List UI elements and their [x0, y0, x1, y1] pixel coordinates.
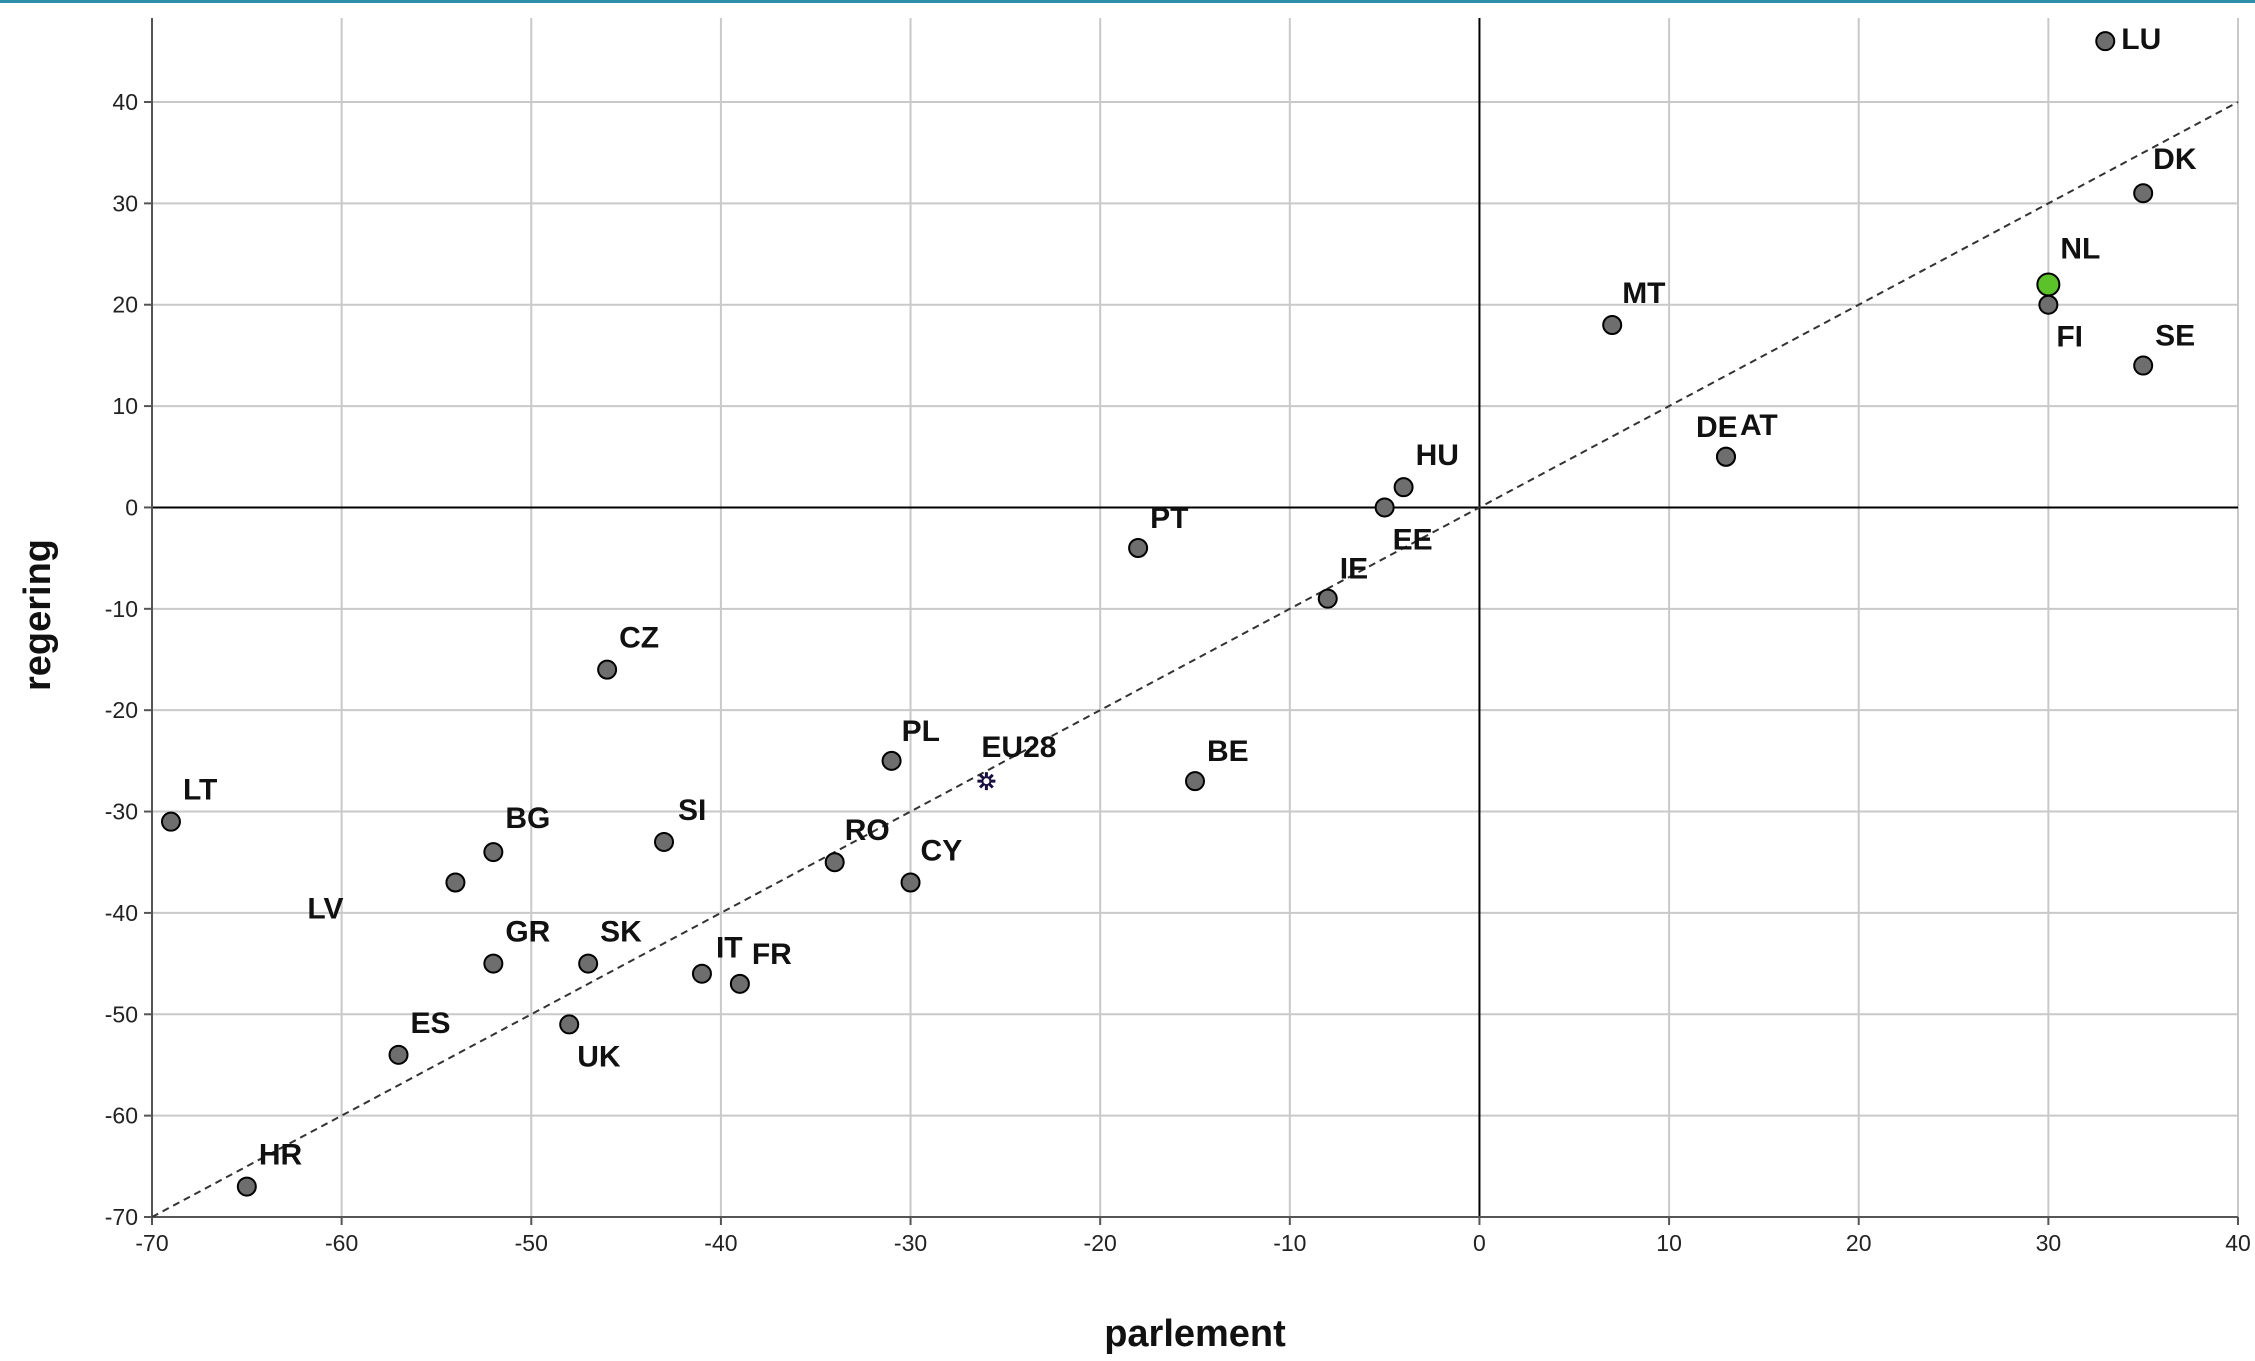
data-point-dk	[2133, 183, 2154, 204]
y-tick-label: 10	[112, 393, 138, 419]
point-label-fi: FI	[2056, 321, 2083, 354]
y-tick-label: -60	[105, 1103, 138, 1129]
y-tick-label: 20	[112, 292, 138, 318]
data-point-si	[654, 831, 675, 852]
data-point-mt	[1602, 315, 1623, 335]
data-point-se	[2133, 355, 2154, 376]
point-label-pl: PL	[902, 715, 940, 748]
x-tick-label: 30	[2036, 1230, 2062, 1256]
point-marker-eu28	[977, 772, 996, 791]
data-point-cz	[597, 659, 618, 680]
point-label-cy: CY	[921, 835, 963, 868]
point-label-fr: FR	[752, 938, 792, 971]
x-tick-label: 0	[1473, 1230, 1486, 1256]
y-tick-label: -10	[105, 596, 138, 622]
x-tick-label: -70	[135, 1230, 168, 1256]
point-label-mt: MT	[1622, 277, 1665, 310]
y-tick-label: -40	[105, 900, 138, 926]
point-label-be: BE	[1207, 735, 1249, 768]
data-point-be	[1185, 771, 1205, 792]
y-tick-label: 30	[112, 190, 138, 216]
data-point-fi	[2038, 294, 2059, 315]
point-label-ee: EE	[1393, 523, 1433, 556]
reference-line	[151, 101, 2239, 1218]
data-points	[160, 31, 2154, 1197]
data-point-bg	[483, 842, 504, 863]
point-label-lu: LU	[2121, 23, 2161, 56]
data-point-ro	[824, 852, 845, 873]
y-tick-label: -50	[105, 1001, 138, 1027]
zero-axes	[152, 18, 2238, 1217]
data-point-lt	[160, 811, 181, 832]
x-tick-label: -10	[1273, 1230, 1306, 1256]
y-tick-label: 0	[125, 494, 138, 520]
x-axis-title: parlement	[1104, 1313, 1286, 1355]
point-label-lv: LV	[307, 893, 343, 926]
x-tick-label: -30	[894, 1230, 927, 1256]
point-label-si: SI	[678, 794, 706, 827]
data-point-lv	[445, 872, 466, 893]
data-point-ee	[1374, 497, 1395, 518]
data-point-lu	[2095, 31, 2116, 52]
point-label-ie: IE	[1340, 553, 1368, 586]
y-tick-label: 40	[112, 89, 138, 115]
data-point-it	[691, 963, 712, 984]
y-tick-label: -30	[105, 799, 138, 825]
point-label-cz: CZ	[619, 622, 659, 655]
x-tick-label: -40	[704, 1230, 737, 1256]
data-point-uk	[559, 1014, 580, 1035]
point-label-es: ES	[411, 1007, 451, 1040]
data-point-pt	[1128, 538, 1149, 558]
data-point-es	[388, 1044, 409, 1065]
data-point-at	[1715, 446, 1736, 467]
plot-frame	[151, 18, 2238, 1218]
point-label-de: DE	[1696, 411, 1738, 444]
data-point-nl	[2036, 272, 2061, 297]
y-tick-label: -20	[105, 697, 138, 723]
x-tick-label: -50	[515, 1230, 548, 1256]
data-point-cy	[900, 872, 921, 893]
x-tick-label: 10	[1656, 1230, 1682, 1256]
point-label-nl: NL	[2060, 232, 2100, 265]
x-tick-label: -20	[1084, 1230, 1117, 1256]
y-axis-title: regering	[17, 539, 59, 691]
point-label-hu: HU	[1416, 439, 1459, 472]
data-point-ie	[1317, 588, 1338, 609]
point-label-gr: GR	[505, 916, 550, 949]
point-label-hr: HR	[259, 1139, 303, 1172]
grid-lines	[151, 18, 2239, 1218]
point-labels: LU DK NL FI SE MT DE AT HU EE IE PT BE EU28 PL CY RO CZ SI…	[183, 23, 2197, 1171]
point-label-it: IT	[716, 932, 743, 965]
x-tick-label: 40	[2225, 1230, 2251, 1256]
data-point-fr	[729, 973, 750, 994]
point-label-eu28: EU28	[981, 731, 1056, 764]
point-label-bg: BG	[505, 802, 550, 835]
point-label-ro: RO	[845, 814, 890, 847]
data-point-hu	[1393, 477, 1414, 498]
y-tick-label: -70	[105, 1204, 138, 1230]
point-label-pt: PT	[1150, 502, 1188, 535]
data-point-hr	[236, 1176, 257, 1197]
point-label-sk: SK	[600, 916, 642, 949]
point-label-se: SE	[2155, 320, 2195, 353]
data-point-pl	[881, 750, 902, 771]
data-point-sk	[578, 953, 599, 974]
reference-line-y-equals-x	[151, 101, 2239, 1218]
x-tick-label: -60	[325, 1230, 358, 1256]
point-label-dk: DK	[2153, 143, 2197, 176]
tick-labels: -70 -60 -50 -40 -30 -20 -10 0 10 20 30 40 -70 -60 -50 -…	[105, 89, 2251, 1256]
star-center	[981, 776, 992, 787]
x-tick-label: 20	[1846, 1230, 1872, 1256]
data-point-gr	[483, 953, 504, 974]
point-label-uk: UK	[577, 1040, 621, 1073]
point-label-lt: LT	[183, 774, 217, 807]
point-label-at: AT	[1740, 409, 1778, 442]
